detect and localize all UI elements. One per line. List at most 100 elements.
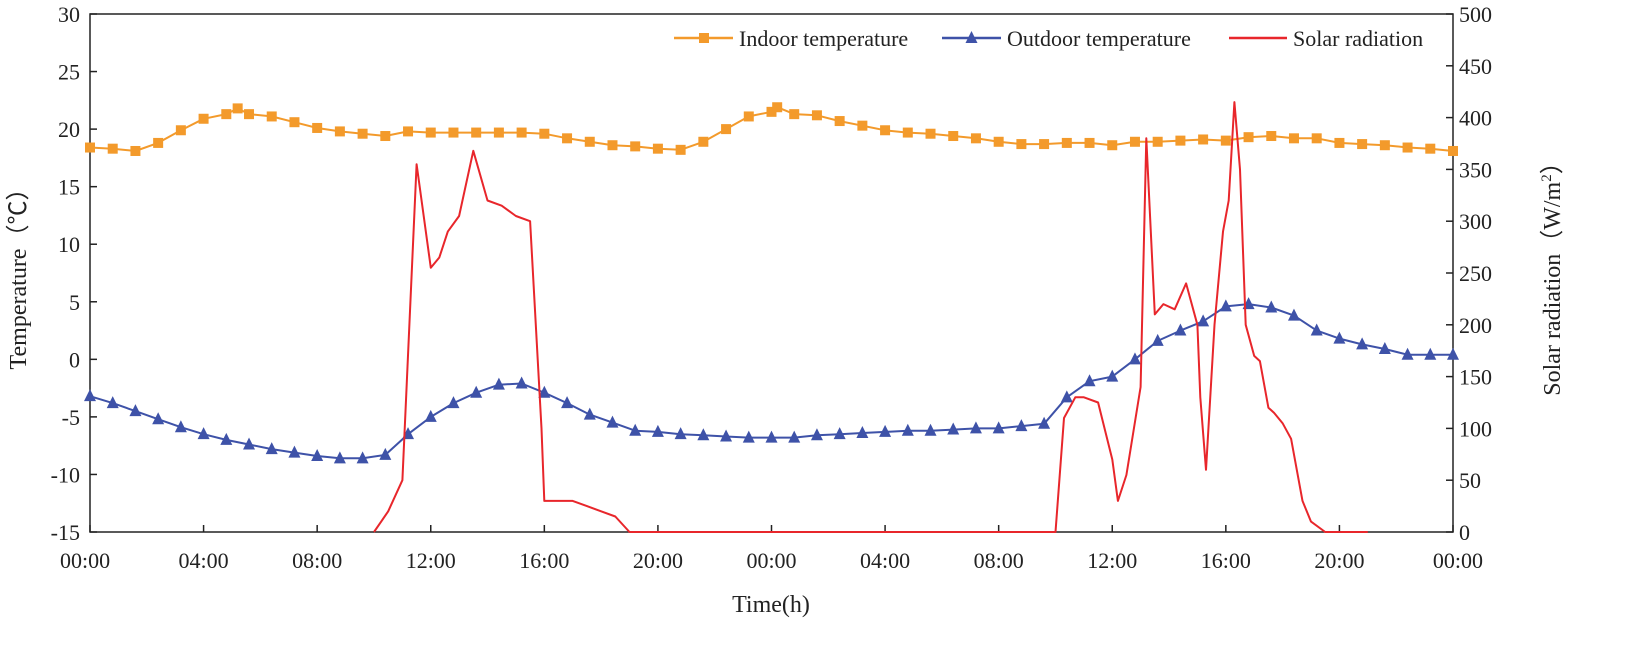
- y-tick-label: 20: [58, 117, 80, 142]
- indoor-point: [232, 103, 243, 114]
- outdoor-point: [492, 377, 505, 390]
- outdoor-temperature-series: [84, 297, 1459, 464]
- y-tick-label: -5: [62, 405, 80, 430]
- indoor-point: [1129, 136, 1140, 147]
- y2-tick-label: 100: [1459, 416, 1492, 441]
- indoor-point: [993, 136, 1004, 147]
- x-tick-label: 16:00: [519, 548, 569, 573]
- y2-axis-label-main: Solar radiation（W/m: [1540, 181, 1566, 395]
- outdoor-point: [810, 428, 823, 441]
- outdoor-point: [174, 420, 187, 433]
- x-tick-label: 00:00: [746, 548, 796, 573]
- outdoor-point: [515, 376, 528, 389]
- outdoor-point: [1333, 331, 1346, 344]
- outdoor-point: [1015, 419, 1028, 432]
- x-tick-label: 12:00: [1087, 548, 1137, 573]
- legend-item-outdoor: Outdoor temperature: [942, 26, 1191, 51]
- y-tick-label: -15: [51, 520, 80, 545]
- indoor-point: [772, 102, 783, 113]
- y2-tick-label: 400: [1459, 106, 1492, 131]
- x-axis-ticks: 00:00 04:00 08:00 12:00 16:00 20:00 00:00 04:00…: [60, 525, 1483, 573]
- outdoor-point: [1356, 337, 1369, 350]
- x-tick-label: 20:00: [1314, 548, 1364, 573]
- outdoor-point: [1083, 374, 1096, 387]
- outdoor-point: [742, 430, 755, 443]
- y2-tick-label: 200: [1459, 313, 1492, 338]
- x-tick-label: 00:00: [1433, 548, 1483, 573]
- indoor-point: [471, 127, 482, 138]
- outdoor-point: [969, 421, 982, 434]
- indoor-point: [1107, 140, 1118, 151]
- legend-indoor-marker: [699, 33, 709, 43]
- indoor-point: [652, 143, 663, 154]
- outdoor-point: [1424, 347, 1437, 360]
- outdoor-point: [606, 415, 619, 428]
- outdoor-point: [697, 428, 710, 441]
- outdoor-point: [152, 412, 165, 425]
- outdoor-point: [674, 427, 687, 440]
- indoor-point: [1288, 133, 1299, 144]
- x-tick-label: 12:00: [406, 548, 456, 573]
- legend-solar-label: Solar radiation: [1293, 26, 1423, 51]
- legend-outdoor-label: Outdoor temperature: [1007, 26, 1191, 51]
- indoor-point: [698, 136, 709, 147]
- indoor-point: [221, 109, 232, 120]
- indoor-point: [1448, 145, 1458, 156]
- outdoor-point: [720, 429, 733, 442]
- indoor-point: [175, 125, 186, 136]
- outdoor-point: [311, 449, 324, 462]
- indoor-point: [970, 133, 981, 144]
- x-tick-label: 20:00: [633, 548, 683, 573]
- indoor-point: [130, 145, 141, 156]
- outdoor-point: [1128, 352, 1141, 365]
- y-tick-label: -10: [51, 462, 80, 487]
- outdoor-point: [1174, 323, 1187, 336]
- solar-radiation-line: [373, 101, 1368, 533]
- outdoor-point: [288, 445, 301, 458]
- outdoor-point: [265, 442, 278, 455]
- indoor-point: [1357, 139, 1368, 150]
- y2-tick-label: 450: [1459, 54, 1492, 79]
- indoor-point: [244, 109, 255, 120]
- legend-item-solar: Solar radiation: [1229, 26, 1423, 51]
- legend-outdoor-marker: [965, 31, 978, 43]
- indoor-point: [1198, 134, 1209, 145]
- outdoor-point: [424, 409, 437, 422]
- outdoor-point: [1310, 323, 1323, 336]
- indoor-point: [630, 141, 641, 152]
- indoor-point: [266, 111, 277, 122]
- indoor-point: [584, 136, 595, 147]
- x-tick-label: 00:00: [60, 548, 110, 573]
- outdoor-point: [1287, 308, 1300, 321]
- indoor-point: [85, 142, 95, 153]
- outdoor-point: [447, 396, 460, 409]
- outdoor-point: [1219, 299, 1232, 312]
- indoor-point: [1016, 139, 1027, 150]
- outdoor-point: [629, 423, 642, 436]
- y2-tick-label: 350: [1459, 157, 1492, 182]
- legend-indoor-label: Indoor temperature: [739, 26, 908, 51]
- outdoor-point: [129, 404, 142, 417]
- x-tick-label: 08:00: [974, 548, 1024, 573]
- outdoor-point: [788, 430, 801, 443]
- outdoor-point: [651, 424, 664, 437]
- y-tick-label: 5: [69, 290, 80, 315]
- indoor-point: [1039, 139, 1050, 150]
- outdoor-point: [84, 389, 96, 402]
- indoor-point: [198, 113, 209, 124]
- indoor-point: [721, 124, 732, 135]
- outdoor-point: [1265, 300, 1278, 313]
- indoor-point: [675, 144, 686, 155]
- indoor-point: [743, 111, 754, 122]
- indoor-point: [1152, 136, 1163, 147]
- outdoor-point: [1447, 347, 1459, 360]
- indoor-point: [425, 127, 436, 138]
- indoor-point: [1084, 137, 1095, 148]
- y2-tick-label: 300: [1459, 209, 1492, 234]
- outdoor-point: [947, 422, 960, 435]
- indoor-point: [1379, 140, 1390, 151]
- outdoor-point: [856, 426, 869, 439]
- indoor-point: [516, 127, 527, 138]
- indoor-point: [334, 126, 345, 137]
- y-tick-label: 0: [69, 347, 80, 372]
